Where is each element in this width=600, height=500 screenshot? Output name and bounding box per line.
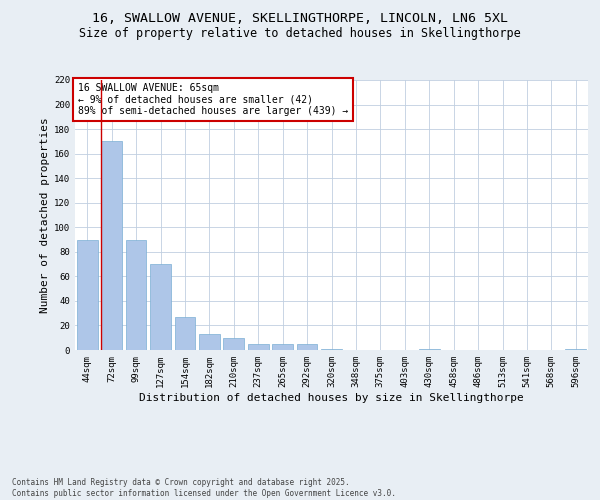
Bar [199, 334, 220, 350]
Text: Contains HM Land Registry data © Crown copyright and database right 2025.
Contai: Contains HM Land Registry data © Crown c… [12, 478, 396, 498]
Bar [272, 344, 293, 350]
Y-axis label: Number of detached properties: Number of detached properties [40, 117, 50, 313]
Bar [125, 240, 146, 350]
Bar [223, 338, 244, 350]
Bar [175, 317, 196, 350]
Text: 16 SWALLOW AVENUE: 65sqm
← 9% of detached houses are smaller (42)
89% of semi-de: 16 SWALLOW AVENUE: 65sqm ← 9% of detache… [77, 82, 348, 116]
Bar [565, 349, 586, 350]
Bar [248, 344, 269, 350]
Text: Size of property relative to detached houses in Skellingthorpe: Size of property relative to detached ho… [79, 28, 521, 40]
Bar [77, 240, 98, 350]
Bar [101, 142, 122, 350]
Bar [150, 264, 171, 350]
Bar [296, 344, 317, 350]
Text: 16, SWALLOW AVENUE, SKELLINGTHORPE, LINCOLN, LN6 5XL: 16, SWALLOW AVENUE, SKELLINGTHORPE, LINC… [92, 12, 508, 26]
X-axis label: Distribution of detached houses by size in Skellingthorpe: Distribution of detached houses by size … [139, 392, 524, 402]
Bar [321, 349, 342, 350]
Bar [419, 349, 440, 350]
